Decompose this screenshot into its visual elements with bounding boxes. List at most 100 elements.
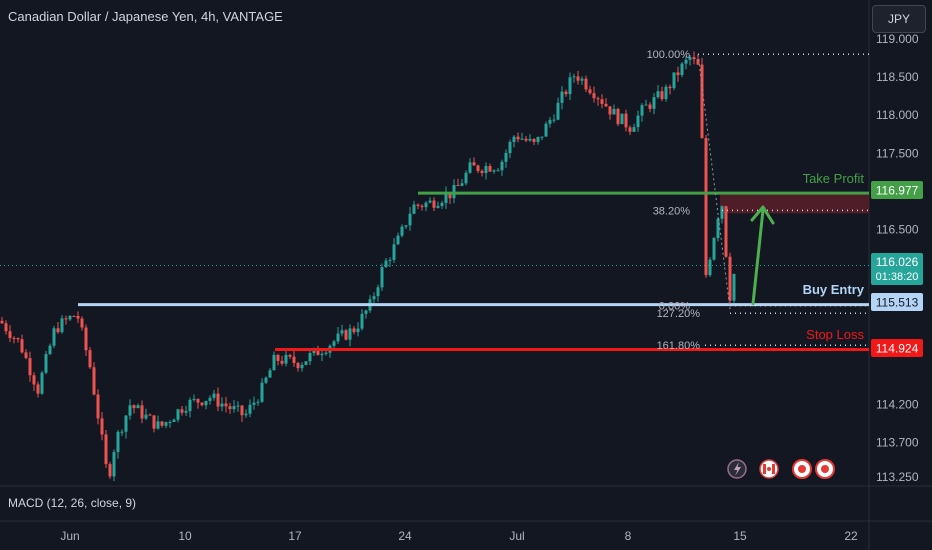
candle-body	[684, 59, 688, 64]
time-tick-label: 10	[178, 529, 192, 543]
candle-body	[148, 414, 152, 416]
fib-level-label: 127.20%	[657, 308, 701, 320]
candle-body	[688, 57, 692, 60]
stop-loss-price: 114.924	[876, 342, 919, 356]
candle-body	[288, 355, 292, 357]
candle-body	[500, 161, 504, 171]
current-price: 116.026	[876, 255, 919, 269]
time-axis[interactable]: Jun 10 17 24 Jul 8 15 22	[60, 529, 858, 543]
candle-body	[176, 409, 180, 420]
canada-flag-icon[interactable]	[759, 459, 779, 479]
price-tick-label: 118.500	[876, 70, 919, 84]
candle-body	[676, 72, 680, 76]
candle-body	[496, 170, 500, 172]
price-tick-label: 114.200	[876, 398, 919, 412]
candle-body	[76, 315, 80, 319]
candle-body	[296, 362, 300, 369]
fib-level-label: 100.00%	[647, 49, 691, 61]
candle-body	[228, 406, 232, 410]
time-tick-label: Jun	[60, 529, 79, 543]
take-profit-label: Take Profit	[803, 171, 865, 186]
candle-body	[592, 93, 596, 99]
candle-body	[212, 393, 216, 398]
candle-body	[564, 91, 568, 95]
candle-body	[136, 405, 140, 409]
take-profit-price-badge: 116.977	[871, 181, 923, 199]
candle-body	[104, 434, 108, 465]
candle-body	[224, 403, 228, 407]
candle-body	[408, 213, 412, 226]
candle-body	[484, 166, 488, 174]
candle-body	[196, 398, 200, 403]
candle-body	[336, 333, 340, 342]
candle-body	[348, 328, 352, 340]
candle-body	[156, 421, 160, 429]
candle-body	[128, 405, 132, 416]
candle-body	[580, 78, 584, 81]
buy-entry-label: Buy Entry	[803, 282, 865, 297]
candle-body	[60, 318, 64, 333]
candle-body	[80, 318, 84, 328]
candle-body	[456, 185, 460, 187]
candle-body	[192, 398, 196, 400]
candle-body	[236, 405, 240, 407]
candle-body	[488, 166, 492, 172]
candle-body	[324, 352, 328, 354]
candle-body	[700, 64, 704, 139]
candle-body	[92, 367, 96, 395]
candles-group	[0, 51, 736, 482]
buy-entry-price: 115.513	[876, 296, 919, 310]
japan-flag-icon[interactable]	[792, 459, 812, 479]
candle-body	[12, 338, 16, 340]
candle-body	[464, 172, 468, 184]
candle-body	[516, 136, 520, 140]
candle-body	[8, 331, 12, 339]
candle-body	[248, 404, 252, 414]
stop-loss-price-badge: 114.924	[871, 339, 923, 357]
price-axis[interactable]: 119.000 118.500 118.000 117.500 116.500 114.2…	[876, 32, 919, 484]
japan-flag-icon[interactable]	[815, 459, 835, 479]
price-tick-label: 113.250	[876, 470, 919, 484]
candle-body	[316, 348, 320, 356]
macd-indicator-label[interactable]: MACD (12, 26, close, 9)	[8, 496, 137, 510]
time-tick-label: 24	[398, 529, 412, 543]
chart-title: Canadian Dollar / Japanese Yen, 4h, VANT…	[8, 9, 283, 24]
candle-body	[692, 57, 696, 60]
candle-body	[208, 397, 212, 401]
candle-body	[44, 354, 48, 373]
candle-body	[612, 108, 616, 115]
lightning-icon[interactable]	[727, 459, 747, 479]
candle-body	[416, 204, 420, 206]
candle-body	[280, 360, 284, 364]
candle-body	[544, 123, 548, 137]
candle-body	[32, 375, 36, 385]
candle-body	[704, 138, 708, 276]
candle-body	[560, 91, 564, 103]
candle-body	[52, 328, 56, 346]
candle-body	[124, 415, 128, 432]
candle-body	[732, 274, 736, 301]
candle-body	[532, 138, 536, 142]
fib-level-label: 38.20%	[653, 205, 691, 217]
candle-body	[552, 119, 556, 121]
candle-body	[652, 97, 656, 109]
candle-body	[284, 355, 288, 364]
candle-body	[268, 370, 272, 378]
candle-body	[624, 113, 628, 128]
candle-body	[292, 356, 296, 363]
candle-body	[376, 287, 380, 297]
candle-body	[584, 78, 588, 90]
candle-body	[664, 86, 668, 100]
candle-body	[608, 106, 612, 115]
candle-body	[660, 91, 664, 100]
time-tick-label: 8	[625, 529, 632, 543]
buy-entry-price-badge: 115.513	[871, 293, 923, 311]
candle-body	[84, 327, 88, 351]
currency-button[interactable]: JPY	[872, 5, 926, 33]
candle-body	[352, 328, 356, 333]
time-tick-label: 22	[844, 529, 858, 543]
fib-level-label: 161.80%	[657, 340, 701, 352]
candle-body	[244, 413, 248, 416]
candle-body	[672, 72, 676, 89]
